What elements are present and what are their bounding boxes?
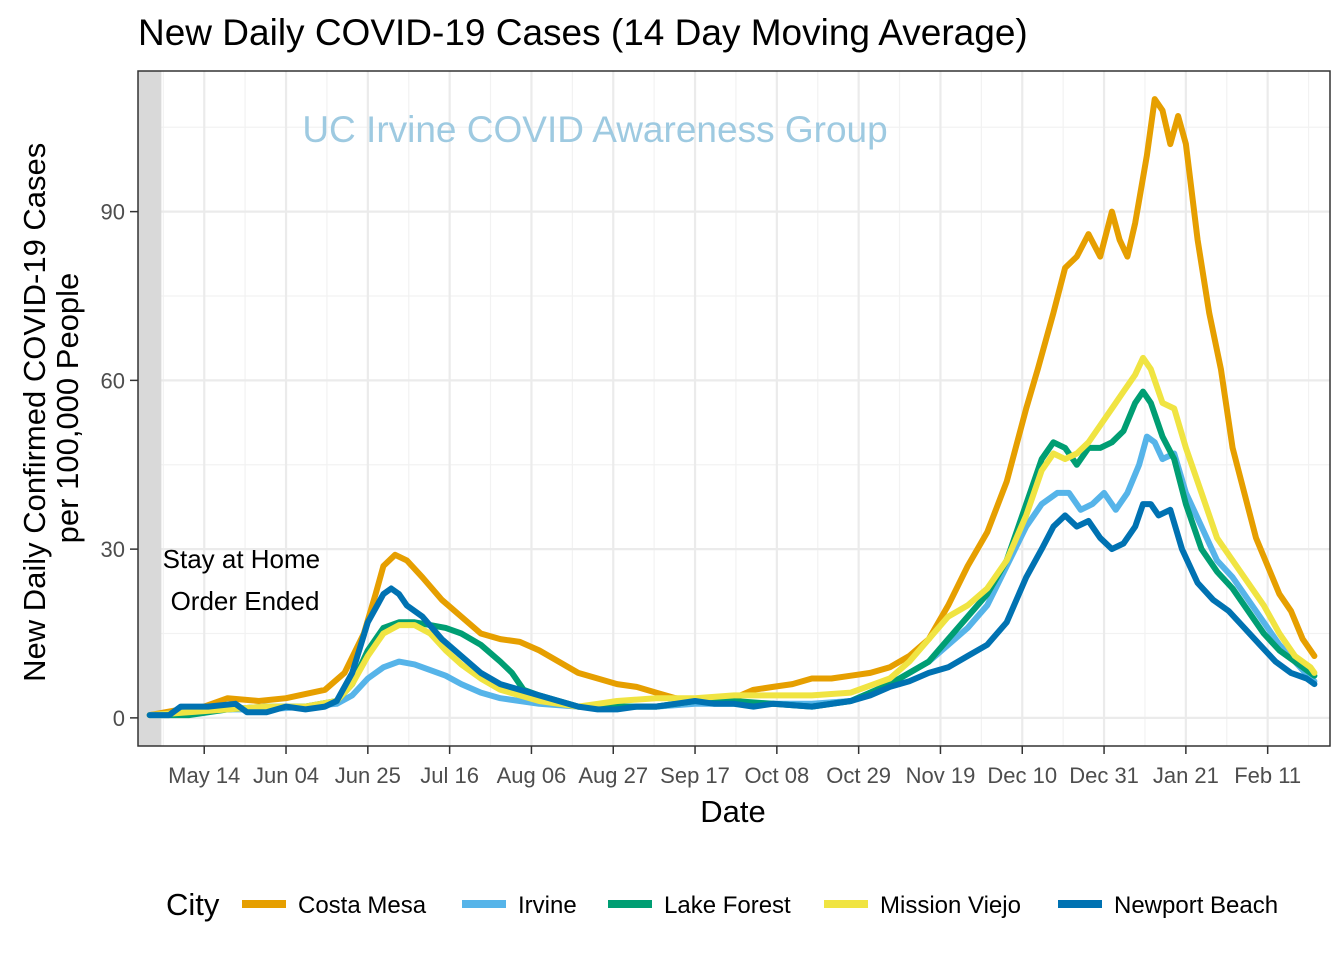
x-tick-label: Jun 04 — [253, 763, 319, 788]
series-line-newport-beach — [146, 501, 1318, 719]
y-axis-label-line-2: per 100,000 People — [50, 273, 85, 544]
x-tick-label: Dec 10 — [987, 763, 1057, 788]
x-tick-label: Oct 29 — [826, 763, 891, 788]
plot-panel: UC Irvine COVID Awareness Group Stay at … — [137, 70, 1331, 747]
legend-label: Irvine — [518, 892, 577, 919]
x-tick-label: Jan 21 — [1153, 763, 1219, 788]
series-line-costa-mesa — [146, 96, 1318, 719]
x-tick-label: Jun 25 — [335, 763, 401, 788]
x-axis-label: Date — [700, 794, 765, 829]
x-tick-label: Dec 31 — [1069, 763, 1139, 788]
y-axis-label: New Daily Confirmed COVID-19 Cases per 1… — [17, 134, 85, 682]
chart-title: New Daily COVID-19 Cases (14 Day Moving … — [138, 12, 1028, 53]
legend-label: Newport Beach — [1114, 892, 1278, 919]
legend-label: Lake Forest — [664, 892, 791, 919]
annotation-line-2: Order Ended — [171, 586, 320, 616]
x-tick-label: Nov 19 — [906, 763, 976, 788]
annotation-text: Stay at Home Order Ended — [163, 544, 328, 616]
x-tick-label: Jul 16 — [420, 763, 479, 788]
legend: City Costa Mesa Irvine Lake Forest Mission … — [166, 887, 1278, 922]
y-tick-label: 90 — [101, 200, 125, 225]
x-tick-label: Aug 27 — [578, 763, 648, 788]
y-axis-label-line-1: New Daily Confirmed COVID-19 Cases — [17, 143, 52, 682]
series-lines — [146, 96, 1318, 719]
axes: May 14 Jun 04 Jun 25 Jul 16 Aug 06 Aug 27 Sep … — [101, 200, 1302, 788]
annotation-line-1: Stay at Home — [163, 544, 321, 574]
panel-border — [137, 70, 1331, 747]
grid-minor — [138, 71, 1330, 746]
x-tick-label: Oct 08 — [744, 763, 809, 788]
watermark-text: UC Irvine COVID Awareness Group — [302, 109, 887, 150]
stay-at-home-shade — [138, 71, 162, 746]
y-tick-label: 60 — [101, 368, 125, 393]
x-tick-label: Feb 11 — [1234, 763, 1301, 788]
legend-label: Mission Viejo — [880, 892, 1021, 919]
x-tick-label: May 14 — [168, 763, 240, 788]
x-tick-label: Aug 06 — [497, 763, 567, 788]
x-tick-label: Sep 17 — [660, 763, 730, 788]
legend-title: City — [166, 887, 220, 922]
legend-label: Costa Mesa — [298, 892, 427, 919]
series-line-mission-viejo — [146, 354, 1318, 719]
y-tick-label: 30 — [101, 537, 125, 562]
y-tick-label: 0 — [113, 706, 125, 731]
